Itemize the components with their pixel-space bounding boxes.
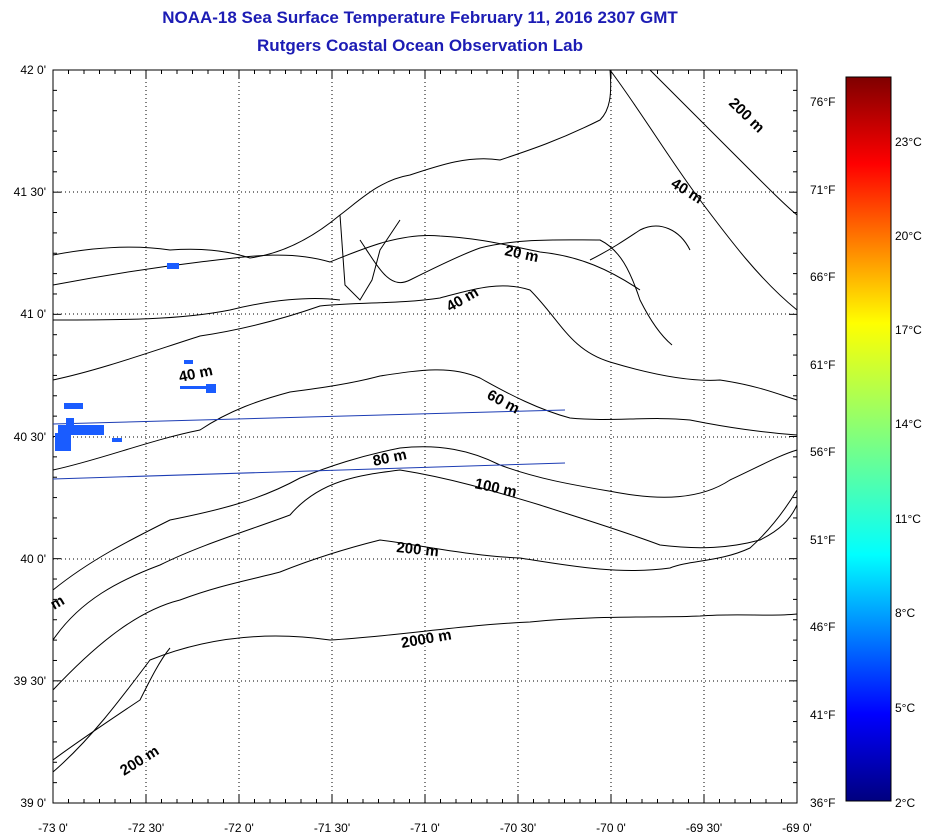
map-title: NOAA-18 Sea Surface Temperature February…	[162, 8, 678, 27]
lon-label-70: -70 0'	[596, 821, 626, 835]
fahrenheit-label-66: 66°F	[810, 270, 835, 284]
fahrenheit-label-61: 61°F	[810, 358, 835, 372]
celsius-label-14: 14°C	[895, 417, 922, 431]
lon-label-71-30: -71 30'	[314, 821, 350, 835]
lon-label-70-30: -70 30'	[500, 821, 536, 835]
celsius-label-2: 2°C	[895, 796, 915, 810]
contour-label-80m: 80 m	[371, 446, 408, 470]
contour-sw-200m	[52, 647, 171, 761]
contour-100m	[52, 469, 798, 641]
lat-label-40: 40 0'	[20, 552, 46, 566]
contour-80m	[52, 446, 798, 591]
map-subtitle: Rutgers Coastal Ocean Observation Lab	[257, 36, 583, 55]
contour-label-40m-w: 40 m	[177, 362, 214, 386]
lon-label-72: -72 0'	[224, 821, 254, 835]
contour-40m-ne	[609, 69, 798, 311]
contour-40m	[52, 285, 798, 401]
contour-label-20m: 20 m	[503, 242, 540, 266]
lat-label-39-30: 39 30'	[14, 674, 46, 688]
lon-label-69-30: -69 30'	[686, 821, 722, 835]
lat-label-40-30: 40 30'	[14, 430, 46, 444]
contour-label-200m: 200 m	[396, 539, 440, 560]
lon-label-72-30: -72 30'	[128, 821, 164, 835]
lat-label-41: 41 0'	[20, 307, 46, 321]
lon-label-71: -71 0'	[410, 821, 440, 835]
contour-60m	[52, 369, 798, 471]
fahrenheit-label-46: 46°F	[810, 620, 835, 634]
coastline	[52, 69, 691, 346]
contour-2000m	[52, 613, 798, 773]
lat-label-39: 39 0'	[20, 796, 46, 810]
color-scale-bar	[845, 76, 892, 802]
lon-label-73: -73 0'	[38, 821, 68, 835]
lat-label-42: 42 0'	[20, 63, 46, 77]
contour-200m-ne	[649, 69, 798, 216]
celsius-label-17: 17°C	[895, 323, 922, 337]
celsius-label-23: 23°C	[895, 135, 922, 149]
celsius-label-5: 5°C	[895, 701, 915, 715]
fahrenheit-label-56: 56°F	[810, 445, 835, 459]
fahrenheit-label-36: 36°F	[810, 796, 835, 810]
fahrenheit-label-51: 51°F	[810, 533, 835, 547]
fahrenheit-label-41: 41°F	[810, 708, 835, 722]
tick-marks	[52, 69, 798, 804]
lat-label-41-30: 41 30'	[14, 185, 46, 199]
fahrenheit-label-76: 76°F	[810, 95, 835, 109]
celsius-label-11: 11°C	[895, 512, 921, 526]
lon-label-69: -69 0'	[782, 821, 812, 835]
celsius-label-8: 8°C	[895, 606, 915, 620]
satellite-swath-edges	[52, 409, 566, 480]
sst-pixels	[55, 263, 216, 451]
celsius-label-20: 20°C	[895, 229, 922, 243]
fahrenheit-label-71: 71°F	[810, 183, 835, 197]
contour-200m	[52, 489, 798, 691]
graticule	[53, 70, 797, 803]
